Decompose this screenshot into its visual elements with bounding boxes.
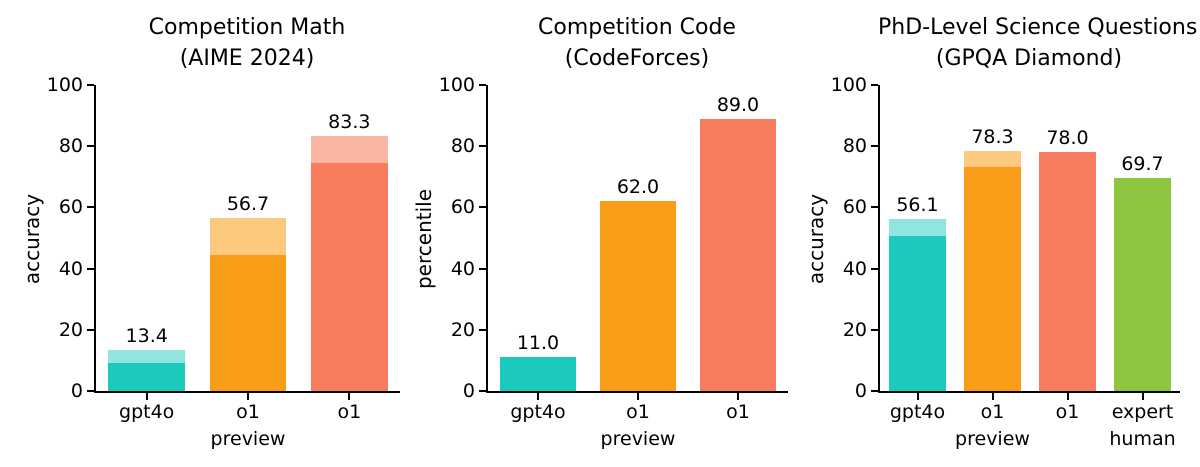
bar [964,151,1021,391]
y-tick [479,328,486,331]
x-tick-label: gpt4o [889,401,946,423]
x-tick [737,393,739,400]
x-tick [537,393,539,400]
y-tick [871,267,878,270]
y-tick-label: 20 [58,318,83,341]
y-tick-label: 40 [842,257,867,280]
y-tick [479,206,486,209]
x-tick-label: o1 preview [210,401,286,450]
y-tick-label: 100 [830,74,867,96]
y-tick-label: 40 [450,257,475,280]
y-tick [87,206,94,209]
x-tick [1066,393,1069,400]
y-tick-label: 60 [58,196,83,219]
bar-light-segment [108,350,185,363]
y-tick [871,206,878,209]
y-tick [479,84,486,86]
bar [889,219,946,391]
chart-title: Competition Math (AIME 2024) [148,15,346,71]
x-tick [348,393,351,400]
bar [600,201,676,391]
bar-value-label: 78.3 [971,126,1014,149]
bar-light-segment [964,151,1021,167]
x-tick [991,393,994,400]
bar-value-label: 62.0 [616,176,660,199]
y-tick [871,390,878,392]
y-tick [87,84,94,86]
bar-value-label: 78.0 [1046,127,1089,150]
y-tick-label: 20 [450,318,475,341]
y-tick-label: 80 [58,135,83,158]
y-tick-label: 60 [842,196,867,219]
bar-value-label: 69.7 [1121,152,1164,175]
bar [1114,177,1171,391]
plot-area: 0 20 40 60 80 100 13.4 gpt4o 56.7 o1 preview 83.3 o… [47,74,400,450]
x-tick [637,393,639,400]
x-tick [145,393,148,400]
x-tick-label: expert human [1109,401,1176,450]
y-tick [871,328,878,331]
bar [108,350,185,391]
x-tick [247,393,249,400]
x-tick-label: o1 [337,401,362,423]
bar [500,357,576,391]
y-tick [479,390,486,392]
bar [311,136,388,391]
x-tick-label: gpt4o [119,401,175,423]
bar [209,217,287,391]
y-tick-label: 60 [450,196,475,219]
x-tick [916,393,919,400]
y-tick-label: 20 [842,318,867,341]
y-tick [871,145,878,148]
x-tick [1141,393,1144,400]
x-tick-label: o1 preview [955,401,1030,450]
plot-area: 0 20 40 60 80 100 11.0 gpt4o 62.0 o1 preview 89.0 o… [439,74,788,450]
y-tick-label: 80 [450,135,475,158]
y-tick [87,390,94,392]
bar-value-label: 11.0 [516,332,560,355]
bar-value-label: 56.7 [226,192,270,215]
bar [1039,152,1096,391]
bar-value-label: 89.0 [716,93,760,116]
y-tick [87,267,94,270]
bar-light-segment [209,217,287,255]
y-tick [479,267,486,270]
chart-title: PhD-Level Science Questions (GPQA Diamon… [878,15,1198,71]
y-tick-label: 0 [462,380,475,402]
bar-value-label: 13.4 [125,325,168,347]
y-tick-label: 0 [70,380,83,402]
y-axis-label: accuracy [804,193,828,285]
bar [700,118,776,391]
bar-value-label: 83.3 [328,111,371,134]
x-tick-label: o1 [726,401,750,423]
y-tick [87,328,94,331]
y-tick-label: 0 [854,380,867,402]
y-tick-label: 100 [438,74,475,96]
chart-title: Competition Code (CodeForces) [538,15,736,71]
plot-area: 0 20 40 60 80 100 56.1 gpt4o 78.3 o1 preview 78.0 o… [831,74,1180,450]
x-tick-label: gpt4o [510,401,566,423]
x-tick-label: o1 preview [600,401,676,450]
y-tick [87,145,94,148]
bar-light-segment [889,219,946,237]
y-tick [871,84,878,86]
y-tick-label: 40 [58,257,83,280]
y-tick-label: 100 [46,74,83,96]
x-tick-label: o1 [1055,401,1080,423]
bar-value-label: 56.1 [896,194,939,217]
y-tick [479,145,486,148]
bar-light-segment [311,136,388,164]
y-tick-label: 80 [842,135,867,158]
